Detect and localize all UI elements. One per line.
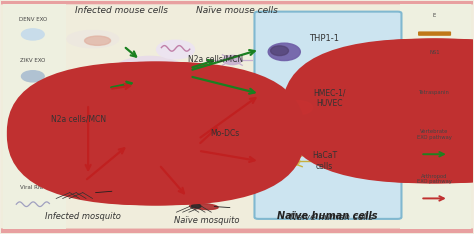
FancyBboxPatch shape: [255, 12, 401, 219]
FancyBboxPatch shape: [347, 70, 380, 109]
Text: DENV EXO: DENV EXO: [18, 17, 47, 22]
Ellipse shape: [67, 30, 119, 48]
Ellipse shape: [271, 46, 289, 56]
Text: Mo-DCs: Mo-DCs: [210, 129, 240, 138]
Circle shape: [139, 151, 160, 162]
Text: Arthropod
EXO pathway: Arthropod EXO pathway: [417, 174, 452, 184]
Circle shape: [267, 99, 294, 112]
Text: DENV: DENV: [25, 142, 41, 147]
Circle shape: [21, 71, 44, 82]
Circle shape: [426, 66, 443, 75]
Circle shape: [223, 55, 242, 65]
Text: N2a cells/MCN: N2a cells/MCN: [188, 55, 243, 63]
Ellipse shape: [70, 190, 100, 196]
Circle shape: [122, 136, 149, 149]
Circle shape: [25, 156, 41, 164]
Circle shape: [82, 91, 103, 101]
Text: Naïve mouse cells: Naïve mouse cells: [196, 6, 278, 15]
Circle shape: [34, 161, 37, 163]
FancyBboxPatch shape: [146, 85, 167, 89]
Text: THP1-1: THP1-1: [310, 33, 339, 43]
Ellipse shape: [268, 43, 301, 61]
Ellipse shape: [72, 187, 92, 190]
Text: NS1: NS1: [429, 50, 440, 55]
Text: Infected mosquito: Infected mosquito: [46, 212, 121, 220]
Ellipse shape: [191, 199, 210, 204]
FancyBboxPatch shape: [289, 39, 474, 183]
FancyBboxPatch shape: [3, 4, 66, 229]
Text: HaCaT
cells: HaCaT cells: [312, 151, 337, 171]
FancyBboxPatch shape: [7, 62, 293, 205]
Text: HMEC-1/
HUVEC: HMEC-1/ HUVEC: [313, 88, 346, 108]
Text: ZIKV EXO: ZIKV EXO: [20, 58, 46, 63]
Text: Naïve human cells: Naïve human cells: [277, 211, 378, 220]
Text: Viral RNA: Viral RNA: [20, 185, 46, 190]
Ellipse shape: [191, 204, 201, 208]
Circle shape: [276, 155, 300, 167]
Text: E: E: [433, 13, 436, 18]
Ellipse shape: [61, 186, 80, 191]
Text: Naïve human cells: Naïve human cells: [290, 213, 373, 222]
Ellipse shape: [84, 36, 110, 45]
Circle shape: [27, 158, 31, 160]
Ellipse shape: [181, 200, 201, 203]
Circle shape: [150, 136, 173, 147]
FancyBboxPatch shape: [283, 39, 474, 183]
Circle shape: [109, 57, 190, 96]
FancyBboxPatch shape: [418, 31, 451, 36]
Circle shape: [109, 126, 199, 171]
Text: WNV EXO: WNV EXO: [20, 100, 46, 105]
FancyBboxPatch shape: [301, 39, 474, 183]
Text: Naïve mosquito: Naïve mosquito: [173, 216, 239, 225]
Circle shape: [164, 148, 182, 158]
Circle shape: [261, 93, 318, 121]
Circle shape: [21, 29, 44, 40]
Circle shape: [284, 101, 313, 115]
Circle shape: [156, 40, 194, 59]
FancyBboxPatch shape: [0, 2, 474, 231]
Text: Vertebrate
EXO pathway: Vertebrate EXO pathway: [417, 129, 452, 140]
Ellipse shape: [190, 204, 218, 209]
Circle shape: [349, 61, 378, 75]
FancyBboxPatch shape: [19, 62, 305, 205]
FancyBboxPatch shape: [295, 39, 474, 183]
Text: N2a cells/MCN: N2a cells/MCN: [51, 115, 106, 124]
FancyBboxPatch shape: [13, 62, 299, 205]
Text: Infected mouse cells: Infected mouse cells: [75, 6, 168, 15]
Circle shape: [222, 117, 247, 129]
Ellipse shape: [72, 191, 82, 195]
FancyBboxPatch shape: [400, 4, 471, 229]
Circle shape: [20, 154, 45, 166]
Circle shape: [21, 113, 44, 124]
Text: Tetraspanin: Tetraspanin: [419, 90, 450, 95]
Circle shape: [36, 157, 39, 159]
